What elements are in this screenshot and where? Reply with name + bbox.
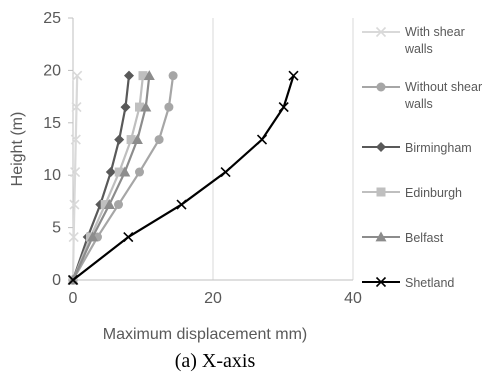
x-tick-label: 20 bbox=[204, 290, 222, 307]
data-point bbox=[123, 231, 134, 243]
series-line bbox=[72, 75, 295, 281]
y-tick-label: 0 bbox=[52, 272, 61, 289]
x-tick-label: 0 bbox=[69, 290, 78, 307]
data-point bbox=[135, 167, 144, 177]
data-point bbox=[168, 71, 178, 81]
data-point bbox=[72, 70, 83, 81]
data-point bbox=[143, 70, 155, 81]
legend-label: Shetland bbox=[405, 276, 454, 290]
legend-item: Birmingham bbox=[362, 141, 472, 155]
legend-label: walls bbox=[404, 42, 433, 56]
data-point bbox=[103, 199, 115, 209]
y-tick-label: 10 bbox=[43, 167, 61, 184]
data-point bbox=[70, 166, 81, 178]
legend-label: Edinburgh bbox=[405, 186, 462, 200]
data-point bbox=[164, 102, 174, 112]
legend-label: With shear bbox=[405, 25, 465, 39]
y-tick-label: 5 bbox=[52, 220, 61, 237]
legend-label: walls bbox=[404, 97, 433, 111]
legend-marker bbox=[375, 26, 387, 38]
grid bbox=[212, 18, 354, 280]
series-with-shear-walls bbox=[67, 70, 83, 286]
data-point bbox=[105, 167, 116, 178]
data-point bbox=[176, 199, 187, 210]
legend-item: Shetland bbox=[362, 276, 454, 290]
legend-label: Birmingham bbox=[405, 141, 472, 155]
legend-item: Without shear walls bbox=[362, 80, 482, 111]
data-point bbox=[87, 231, 99, 242]
y-tick-label: 15 bbox=[43, 115, 61, 132]
figure-caption: (a) X-axis bbox=[174, 350, 256, 372]
series-birmingham bbox=[68, 70, 134, 285]
data-point bbox=[126, 135, 136, 145]
data-point bbox=[100, 200, 110, 210]
legend-marker bbox=[375, 231, 387, 242]
data-point bbox=[70, 134, 81, 145]
legend: With shear walls Without shear walls Birming… bbox=[362, 25, 482, 290]
legend-label: Belfast bbox=[405, 231, 444, 245]
data-point bbox=[138, 71, 148, 81]
data-point bbox=[220, 166, 231, 178]
data-point bbox=[69, 199, 80, 210]
y-axis-label: Height (m) bbox=[9, 112, 26, 187]
series-line bbox=[71, 75, 131, 281]
series-shetland bbox=[67, 70, 299, 286]
data-point bbox=[71, 102, 82, 113]
data-point bbox=[278, 102, 289, 113]
legend-marker bbox=[376, 187, 386, 197]
legend-marker bbox=[376, 142, 386, 152]
data-point bbox=[140, 101, 152, 112]
y-tick-label: 20 bbox=[43, 62, 61, 79]
x-axis-label: Maximum displacement mm) bbox=[103, 326, 307, 343]
data-point bbox=[67, 274, 79, 286]
tick-labels: 0 5 10 15 20 25 0 20 40 bbox=[43, 10, 362, 307]
legend-item: Edinburgh bbox=[362, 186, 462, 200]
x-tick-label: 40 bbox=[344, 290, 362, 307]
chart: 0 5 10 15 20 25 0 20 40 Maximum displacement mm)… bbox=[9, 10, 482, 343]
data-point bbox=[154, 135, 164, 145]
data-point bbox=[114, 167, 124, 177]
data-point bbox=[288, 70, 299, 81]
legend-item: With shear walls bbox=[362, 25, 465, 56]
data-point bbox=[135, 102, 144, 112]
series-lines bbox=[67, 70, 299, 286]
data-point bbox=[114, 134, 125, 145]
legend-marker bbox=[375, 276, 387, 288]
data-point bbox=[68, 231, 79, 243]
legend-item: Belfast bbox=[362, 231, 444, 245]
data-point bbox=[120, 102, 131, 113]
data-point bbox=[114, 200, 123, 210]
legend-label: Without shear bbox=[405, 80, 482, 94]
data-point bbox=[131, 134, 143, 144]
y-tick-label: 25 bbox=[43, 10, 61, 27]
data-point bbox=[124, 70, 134, 81]
legend-marker bbox=[376, 82, 386, 92]
data-point bbox=[119, 166, 131, 177]
axes bbox=[68, 17, 353, 281]
data-point bbox=[256, 134, 268, 145]
